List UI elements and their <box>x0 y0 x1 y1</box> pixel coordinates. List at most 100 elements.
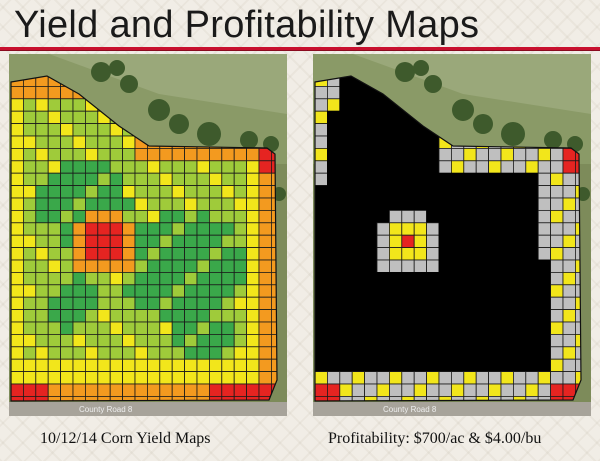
grid-cell <box>463 234 477 248</box>
grid-cell <box>512 259 527 273</box>
grid-cell <box>97 395 111 401</box>
grid-cell <box>550 383 564 397</box>
grid-cell <box>376 321 390 335</box>
grid-cell <box>562 296 576 310</box>
grid-cell <box>72 309 86 323</box>
grid-cell <box>22 172 37 186</box>
grid-cell <box>376 160 390 174</box>
grid-cell <box>537 333 551 348</box>
grid-cell <box>364 259 378 273</box>
grid-cell <box>413 346 427 360</box>
grid-cell <box>134 259 148 273</box>
grid-cell <box>171 234 185 248</box>
grid-cell <box>364 197 378 211</box>
grid-cell <box>109 197 123 211</box>
grid-cell <box>488 197 502 211</box>
grid-cell <box>389 284 403 298</box>
grid-cell <box>109 284 123 298</box>
grid-cell <box>339 98 353 112</box>
grid-cell <box>233 371 247 385</box>
grid-cell <box>109 346 123 360</box>
grid-cell <box>376 333 390 348</box>
grid-cell <box>364 371 378 385</box>
grid-cell <box>47 98 62 112</box>
grid-cell <box>35 234 49 248</box>
grid-cell <box>196 271 210 286</box>
grid-cell <box>326 86 341 100</box>
grid-cell <box>171 321 185 335</box>
grid-cell <box>171 358 185 373</box>
grid-cell <box>326 333 341 348</box>
grid-cell <box>389 234 403 248</box>
grid-cell <box>246 247 260 261</box>
grid-cell <box>97 247 111 261</box>
grid-cell <box>525 185 539 199</box>
grid-cell <box>438 284 452 298</box>
grid-cell <box>525 296 539 310</box>
grid-cell <box>134 172 148 186</box>
grid-cell <box>134 271 148 286</box>
grid-cell <box>208 148 223 162</box>
grid-cell <box>221 321 235 335</box>
grid-cell <box>221 209 235 224</box>
grid-cell <box>364 148 378 162</box>
grid-cell <box>525 259 539 273</box>
grid-cell <box>463 259 477 273</box>
grid-cell <box>326 160 341 174</box>
grid-cell <box>537 148 551 162</box>
grid-cell <box>85 135 99 149</box>
grid-cell <box>122 197 136 211</box>
grid-cell <box>475 333 489 348</box>
grid-cell <box>221 172 235 186</box>
grid-cell <box>109 234 123 248</box>
grid-cell <box>171 160 185 174</box>
grid-cell <box>208 197 223 211</box>
grid-cell <box>351 358 366 373</box>
grid-cell <box>22 371 37 385</box>
grid-cell <box>146 333 161 348</box>
grid-cell <box>258 172 272 186</box>
grid-cell <box>85 346 99 360</box>
grid-cell <box>258 383 272 397</box>
grid-cell <box>146 259 161 273</box>
grid-cell <box>525 271 539 286</box>
grid-cell <box>11 271 24 286</box>
grid-cell <box>389 395 403 401</box>
grid-cell <box>196 383 210 397</box>
grid-cell <box>258 371 272 385</box>
grid-cell <box>512 371 527 385</box>
grid-cell <box>122 395 136 401</box>
grid-cell <box>221 284 235 298</box>
grid-cell <box>258 160 272 174</box>
grid-cell <box>35 309 49 323</box>
grid-cell <box>97 259 111 273</box>
grid-cell <box>413 234 427 248</box>
grid-cell <box>562 209 576 224</box>
grid-cell <box>246 346 260 360</box>
grid-cell <box>389 123 403 137</box>
grid-cell <box>351 123 366 137</box>
grid-cell <box>475 346 489 360</box>
grid-cell <box>426 185 440 199</box>
grid-cell <box>22 284 37 298</box>
grid-cell <box>72 234 86 248</box>
grid-cell <box>85 309 99 323</box>
grid-cell <box>326 346 341 360</box>
grid-cell <box>488 209 502 224</box>
grid-cell <box>196 346 210 360</box>
grid-cell <box>389 358 403 373</box>
grid-cell <box>550 296 564 310</box>
grid-cell <box>47 296 62 310</box>
grid-cell <box>389 135 403 149</box>
grid-cell <box>171 309 185 323</box>
grid-cell <box>376 148 390 162</box>
grid-cell <box>233 395 247 401</box>
grid-cell <box>389 110 403 125</box>
grid-cell <box>401 395 415 401</box>
grid-cell <box>413 160 427 174</box>
grid-cell <box>574 358 581 373</box>
grid-cell <box>85 271 99 286</box>
grid-cell <box>196 296 210 310</box>
grid-cell <box>171 333 185 348</box>
grid-cell <box>438 333 452 348</box>
